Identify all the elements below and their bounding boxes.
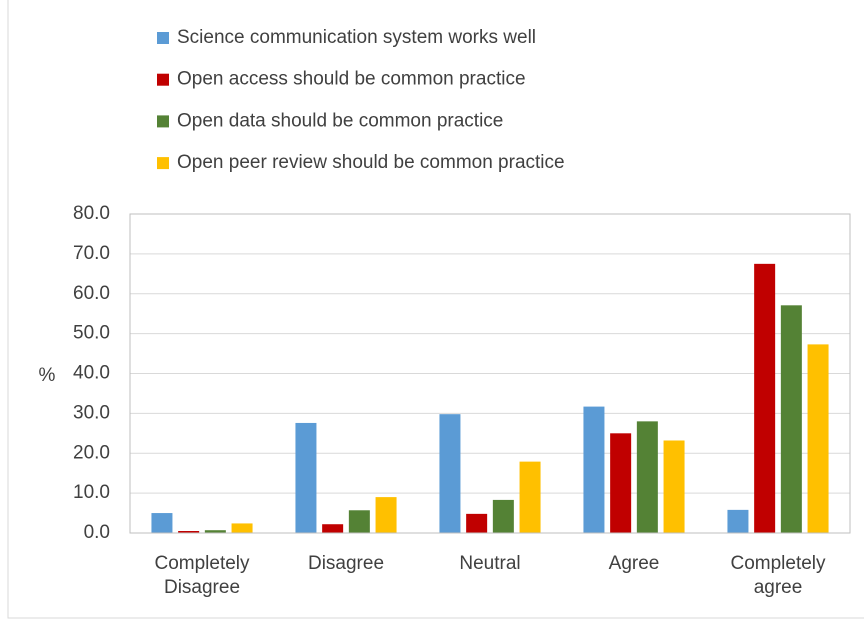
legend-swatch bbox=[157, 32, 169, 44]
bar bbox=[807, 344, 829, 533]
legend-swatch bbox=[157, 115, 169, 128]
legend-swatch bbox=[157, 157, 169, 170]
legend-label: Open data should be common practice bbox=[177, 110, 503, 131]
bar bbox=[610, 433, 632, 533]
bar bbox=[375, 497, 397, 533]
bar bbox=[231, 523, 253, 533]
chart-border bbox=[7, 0, 864, 619]
y-axis-label: % bbox=[39, 365, 56, 386]
bar bbox=[780, 305, 802, 533]
legend-label: Open peer review should be common practi… bbox=[177, 152, 565, 173]
bar bbox=[295, 422, 317, 533]
legend-label: Science communication system works well bbox=[177, 27, 536, 48]
bar bbox=[583, 406, 605, 533]
legend-label: Open access should be common practice bbox=[177, 69, 526, 90]
x-tick-label: Agree bbox=[608, 553, 660, 574]
bar bbox=[466, 513, 488, 533]
bar bbox=[178, 531, 200, 533]
y-tick-label: 80.0 bbox=[73, 203, 110, 224]
bar bbox=[492, 499, 514, 533]
bar bbox=[151, 513, 173, 533]
x-tick-label: Neutral bbox=[459, 553, 521, 574]
bar bbox=[663, 440, 685, 533]
bar bbox=[348, 510, 370, 533]
x-tick-label: Disagree bbox=[307, 553, 385, 574]
y-tick-label: 40.0 bbox=[73, 363, 110, 384]
y-tick-label: 60.0 bbox=[73, 283, 110, 304]
y-tick-label: 50.0 bbox=[73, 323, 110, 344]
bar bbox=[754, 263, 776, 533]
bar bbox=[636, 421, 658, 533]
x-tick-label: Completely Disagree bbox=[154, 553, 250, 598]
y-tick-label: 70.0 bbox=[73, 243, 110, 264]
bar bbox=[727, 509, 749, 533]
y-tick-label: 0.0 bbox=[84, 522, 110, 543]
y-tick-label: 20.0 bbox=[73, 442, 110, 463]
y-tick-label: 10.0 bbox=[73, 482, 110, 503]
bar bbox=[519, 461, 541, 533]
bar bbox=[204, 530, 226, 533]
y-tick-label: 30.0 bbox=[73, 402, 110, 423]
bar bbox=[322, 524, 344, 533]
legend-swatch bbox=[157, 73, 169, 86]
x-tick-label: Completely agree bbox=[730, 553, 826, 598]
bar bbox=[439, 414, 461, 533]
